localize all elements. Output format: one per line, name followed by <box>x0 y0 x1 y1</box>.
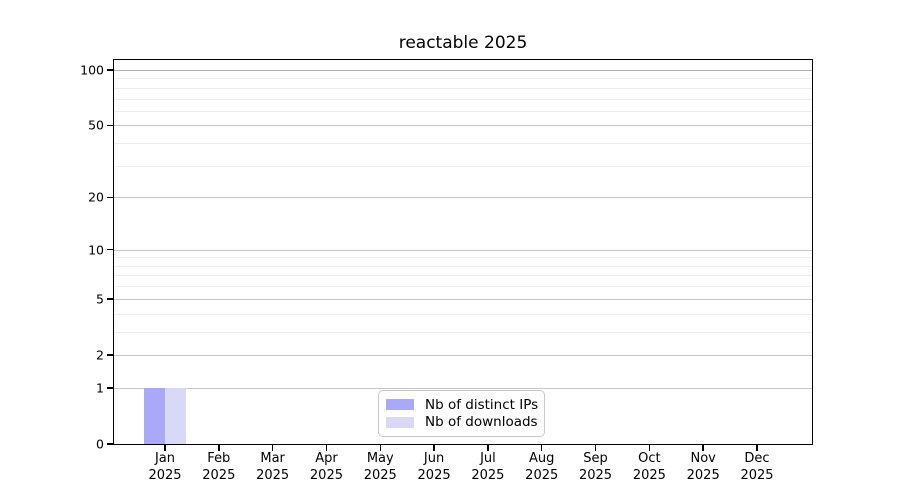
legend-label-distinct-ips: Nb of distinct IPs <box>425 396 539 413</box>
y-axis-tick <box>107 387 114 389</box>
x-axis-tick <box>594 445 597 451</box>
grid-line-minor <box>114 313 812 315</box>
x-axis-tick <box>702 445 704 451</box>
chart-title: reactable 2025 <box>398 33 528 53</box>
y-axis-tick-label: 20 <box>88 189 104 205</box>
x-label-year: 2025 <box>578 467 613 483</box>
x-label-month: Jan <box>154 451 176 466</box>
x-label-year: 2025 <box>202 467 236 483</box>
y-axis-tick-label: 1 <box>96 380 104 396</box>
y-axis-tick-label: 5 <box>96 291 104 307</box>
x-label-month: Mar <box>260 451 285 466</box>
y-axis-tick <box>107 298 114 300</box>
y-axis-tick <box>107 196 114 199</box>
x-label-month: Feb <box>207 451 231 466</box>
grid-line-major <box>114 70 812 71</box>
x-axis-tick <box>648 445 651 451</box>
legend-item-distinct-ips: Nb of distinct IPs <box>386 396 539 413</box>
x-axis-tick <box>487 445 489 451</box>
y-axis-tick-label: 2 <box>96 347 104 363</box>
x-axis-tick-label: Feb 2025 <box>202 451 235 484</box>
x-label-month: Sep <box>583 451 608 466</box>
x-label-month: Aug <box>529 451 555 466</box>
x-label-month: Jul <box>480 451 496 466</box>
x-label-year: 2025 <box>740 467 774 483</box>
grid-line-minor <box>114 143 812 145</box>
grid-line-major <box>114 354 812 356</box>
x-axis-tick-label: Jun 2025 <box>418 451 451 484</box>
x-axis-tick <box>756 445 758 451</box>
grid-line-major <box>114 298 812 300</box>
x-axis-tick-label: Nov 2025 <box>687 451 720 484</box>
x-label-year: 2025 <box>256 467 290 483</box>
x-label-month: Jun <box>423 451 445 466</box>
x-axis-tick <box>325 445 328 451</box>
x-label-year: 2025 <box>363 467 397 483</box>
x-label-month: Oct <box>638 451 661 466</box>
x-axis-tick <box>379 445 382 451</box>
x-axis-tick-label: Aug 2025 <box>525 451 558 484</box>
grid-line-minor <box>114 286 812 288</box>
grid-line-minor <box>114 98 812 100</box>
y-axis-tick-label: 10 <box>88 242 104 258</box>
y-axis-tick-label: 0 <box>96 436 104 452</box>
x-axis-tick-label: Sep 2025 <box>579 451 612 484</box>
x-axis-tick-label: May 2025 <box>364 451 397 484</box>
x-label-year: 2025 <box>686 467 720 483</box>
y-axis-tick <box>107 354 114 356</box>
legend-label-downloads: Nb of downloads <box>425 414 538 431</box>
x-axis-tick <box>540 445 543 451</box>
y-axis-tick-label: 100 <box>80 62 104 78</box>
x-label-year: 2025 <box>525 467 559 483</box>
bar-distinct-ips <box>144 387 165 444</box>
x-label-month: Nov <box>690 451 716 466</box>
legend: Nb of distinct IPs Nb of downloads <box>378 390 545 437</box>
grid-line-minor <box>114 110 812 112</box>
grid-line-minor <box>114 165 812 167</box>
grid-line-minor <box>114 331 812 333</box>
x-axis-tick <box>218 445 220 451</box>
x-axis-tick <box>433 445 435 451</box>
grid-line-major <box>114 387 812 389</box>
x-label-year: 2025 <box>471 467 505 483</box>
y-axis-tick <box>107 69 114 71</box>
y-axis-tick <box>107 443 114 445</box>
grid-line-minor <box>114 78 812 80</box>
bar-downloads <box>165 387 186 444</box>
x-label-month: May <box>366 451 394 466</box>
grid-line-major <box>114 249 812 251</box>
x-label-month: Dec <box>744 451 770 466</box>
x-axis-tick-label: Apr 2025 <box>310 451 343 484</box>
grid-line-minor <box>114 257 812 259</box>
plot-area <box>114 60 812 444</box>
legend-swatch-downloads-icon <box>386 416 414 428</box>
legend-swatch-distinct-ips-icon <box>386 399 414 411</box>
y-axis-tick-label: 50 <box>88 117 104 133</box>
x-label-year: 2025 <box>632 467 666 483</box>
x-label-year: 2025 <box>417 467 451 483</box>
x-label-year: 2025 <box>148 467 182 483</box>
grid-line-minor <box>114 87 812 89</box>
grid-line-minor <box>114 275 812 277</box>
grid-line-major <box>114 197 812 199</box>
grid-line-major <box>114 125 812 127</box>
x-axis-tick-label: Mar 2025 <box>256 451 289 484</box>
x-axis-tick-label: Jul 2025 <box>471 451 504 484</box>
x-axis-tick-label: Dec 2025 <box>740 451 773 484</box>
x-label-year: 2025 <box>309 467 343 483</box>
x-label-month: Apr <box>315 451 338 466</box>
x-axis-tick-label: Oct 2025 <box>633 451 666 484</box>
y-axis-tick <box>107 124 114 127</box>
x-axis-tick-label: Jan 2025 <box>148 451 181 484</box>
y-axis-tick <box>107 248 114 251</box>
x-axis-tick <box>164 445 166 451</box>
legend-item-downloads: Nb of downloads <box>386 414 538 431</box>
grid-line-minor <box>114 265 812 267</box>
x-axis-tick <box>271 445 274 451</box>
